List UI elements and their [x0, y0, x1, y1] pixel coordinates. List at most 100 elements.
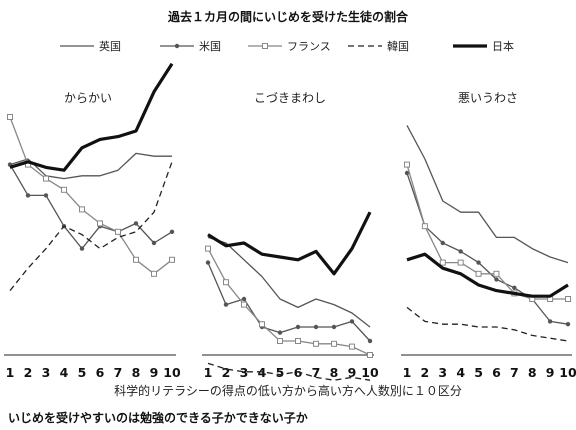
x-tick-label: 4 — [456, 365, 465, 380]
x-tick-label: 2 — [222, 365, 231, 380]
data-point — [223, 302, 229, 307]
data-point — [115, 228, 121, 235]
x-tick-label: 7 — [510, 365, 519, 380]
x-tick-label: 3 — [438, 365, 447, 380]
data-point — [133, 221, 139, 226]
data-point — [79, 246, 85, 251]
x-tick-label: 2 — [24, 365, 33, 380]
data-point — [97, 220, 103, 227]
x-tick-label: 8 — [330, 365, 339, 380]
data-point — [295, 324, 301, 330]
series-line — [207, 211, 372, 276]
series-line — [9, 164, 173, 250]
data-point — [493, 270, 500, 277]
x-tick-label: 7 — [312, 365, 321, 380]
data-point — [404, 161, 410, 168]
x-tick-label: 6 — [492, 365, 501, 380]
data-point — [404, 170, 410, 176]
chart-panel: 悪いうわさ 1 2 3 4 5 6 7 8 9 10 — [401, 91, 576, 380]
data-point — [367, 338, 373, 344]
legend: 英国 米国 フランス 韓国 日本 — [60, 39, 514, 53]
data-point — [476, 260, 481, 265]
x-tick-label: 5 — [474, 365, 483, 380]
series-line — [406, 252, 569, 298]
series-line — [207, 236, 371, 328]
series-line — [9, 116, 173, 275]
data-point — [331, 324, 337, 330]
legend-item: 韓国 — [348, 40, 409, 53]
x-tick-label: 10 — [361, 365, 379, 380]
x-tick-label: 10 — [559, 365, 576, 380]
data-point — [494, 277, 499, 282]
data-point — [349, 319, 355, 324]
legend-item: 日本 — [453, 39, 514, 53]
data-point — [475, 270, 482, 277]
data-point — [205, 245, 211, 252]
x-tick-label: 5 — [78, 365, 87, 380]
series-line — [406, 172, 569, 325]
legend-label: 米国 — [199, 40, 221, 53]
data-point — [457, 259, 464, 266]
legend-label: フランス — [287, 40, 331, 53]
data-point — [421, 223, 428, 230]
data-point — [43, 193, 49, 198]
x-tick-label: 1 — [403, 365, 412, 380]
x-tick-label: 8 — [528, 365, 537, 380]
legend-item: 英国 — [60, 39, 121, 53]
x-tick-label: 2 — [421, 365, 430, 380]
x-tick-label: 1 — [6, 365, 15, 380]
data-point — [313, 324, 319, 330]
legend-marker — [262, 43, 268, 49]
data-point — [151, 240, 157, 246]
data-point — [512, 285, 517, 290]
legend-label: 英国 — [99, 39, 121, 53]
x-tick-label: 1 — [204, 365, 213, 380]
data-point — [61, 186, 67, 193]
legend-label: 韓国 — [387, 40, 409, 53]
data-point — [169, 229, 175, 234]
series-line — [9, 161, 173, 292]
chart-panel: からかい 1 2 3 4 5 6 7 8 9 10 — [4, 62, 181, 380]
data-point — [241, 296, 247, 302]
legend-label: 日本 — [492, 39, 514, 53]
x-tick-label: 4 — [60, 365, 69, 380]
series-line — [207, 262, 371, 342]
data-point — [223, 279, 229, 286]
x-tick-label: 5 — [276, 365, 285, 380]
data-point — [241, 301, 247, 308]
data-point — [277, 338, 283, 344]
data-point — [259, 321, 265, 328]
data-point — [367, 352, 373, 358]
series-line — [9, 152, 172, 180]
panel-title: こづきまわし — [254, 91, 326, 105]
data-point — [440, 240, 445, 246]
series-line — [406, 306, 569, 342]
data-point — [205, 260, 211, 265]
data-point — [169, 256, 175, 263]
data-point — [79, 206, 85, 213]
data-point — [331, 340, 337, 347]
legend-item: フランス — [248, 40, 331, 53]
panel-title: 悪いうわさ — [458, 91, 518, 105]
series-line — [9, 62, 174, 172]
x-tick-label: 3 — [42, 365, 51, 380]
data-point — [439, 259, 446, 266]
x-tick-label: 10 — [163, 365, 181, 380]
data-point — [277, 330, 283, 335]
data-point — [151, 270, 157, 277]
data-point — [133, 256, 139, 263]
x-tick-label: 9 — [348, 365, 357, 380]
data-point — [7, 114, 13, 120]
data-point — [458, 249, 463, 254]
chart-title: 過去１カ月の間にいじめを受けた生徒の割合 — [167, 10, 408, 24]
legend-item: 米国 — [160, 40, 221, 53]
series-line — [406, 125, 569, 264]
data-point — [313, 340, 319, 347]
series-line — [406, 164, 568, 300]
x-tick-label: 7 — [114, 365, 123, 380]
x-tick-label: 8 — [132, 365, 141, 380]
x-tick-label: 4 — [258, 365, 267, 380]
